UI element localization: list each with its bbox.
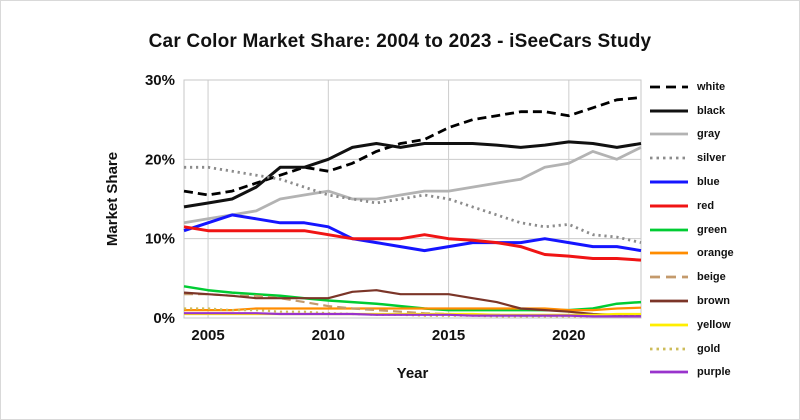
series-line-silver: [184, 165, 642, 244]
x-tick-label: 2010: [312, 327, 345, 344]
legend-item-green: green: [649, 218, 734, 242]
legend-label-green: green: [697, 223, 727, 236]
legend-item-purple: purple: [649, 361, 734, 385]
series-line-red: [183, 225, 642, 262]
legend-label-black: black: [697, 104, 726, 117]
chart-legend: white black gray silver blue red green orange be…: [649, 75, 734, 384]
legend-swatch-orange: [650, 252, 688, 255]
legend-swatch-white: [650, 85, 688, 89]
legend-label-red: red: [697, 199, 715, 212]
legend-label-beige: beige: [697, 271, 726, 284]
legend-item-orange: orange: [649, 242, 734, 266]
legend-label-gray: gray: [697, 128, 721, 141]
legend-swatch-yellow: [650, 323, 688, 327]
legend-item-beige: beige: [649, 265, 734, 289]
series-line-orange: [184, 306, 642, 312]
legend-item-blue: blue: [649, 170, 734, 194]
y-tick-label: 30%: [145, 72, 175, 89]
legend-label-silver: silver: [697, 152, 726, 165]
legend-label-purple: purple: [697, 366, 731, 379]
x-tick-label: 2020: [552, 327, 585, 344]
legend-swatch-green: [650, 228, 688, 232]
legend-label-blue: blue: [697, 176, 720, 189]
series-line-black: [183, 140, 642, 209]
series-line-gray: [183, 146, 642, 225]
legend-item-white: white: [649, 75, 734, 99]
legend-item-yellow: yellow: [649, 313, 734, 337]
legend-swatch-gray: [650, 133, 688, 136]
y-tick-label: 0%: [153, 310, 175, 327]
legend-item-gold: gold: [649, 337, 734, 361]
legend-swatch-red: [650, 204, 688, 208]
legend-swatch-purple: [650, 371, 688, 374]
series-line-brown: [183, 289, 642, 317]
y-tick-label: 20%: [145, 151, 175, 168]
x-tick-label: 2015: [432, 327, 465, 344]
legend-label-orange: orange: [697, 247, 734, 260]
y-axis-title: Market Share: [104, 152, 121, 246]
plot-border: [183, 79, 642, 319]
x-tick-label: 2005: [191, 327, 224, 344]
x-axis-title: Year: [397, 365, 429, 382]
legend-label-white: white: [697, 80, 726, 93]
y-tick-label: 10%: [145, 231, 175, 248]
legend-label-brown: brown: [697, 295, 730, 308]
legend-item-black: black: [649, 99, 734, 123]
series-line-white: [183, 96, 642, 197]
line-chart: 0% 10% 20% 30% 2005 2010 2015 2020 Year Market Sh…: [104, 72, 642, 382]
legend-swatch-beige: [650, 275, 688, 279]
legend-swatch-brown: [650, 299, 688, 303]
legend-swatch-gold: [650, 347, 688, 351]
legend-swatch-silver: [650, 156, 688, 160]
series-line-purple: [184, 312, 641, 318]
legend-item-red: red: [649, 194, 734, 218]
legend-swatch-blue: [650, 180, 688, 184]
legend-item-brown: brown: [649, 289, 734, 313]
legend-item-gray: gray: [649, 123, 734, 147]
legend-item-silver: silver: [649, 146, 734, 170]
legend-label-yellow: yellow: [697, 318, 731, 331]
legend-label-gold: gold: [697, 342, 721, 355]
series-line-blue: [183, 213, 642, 253]
legend-swatch-black: [650, 109, 688, 113]
chart-title: Car Color Market Share: 2004 to 2023 - i…: [148, 31, 652, 52]
